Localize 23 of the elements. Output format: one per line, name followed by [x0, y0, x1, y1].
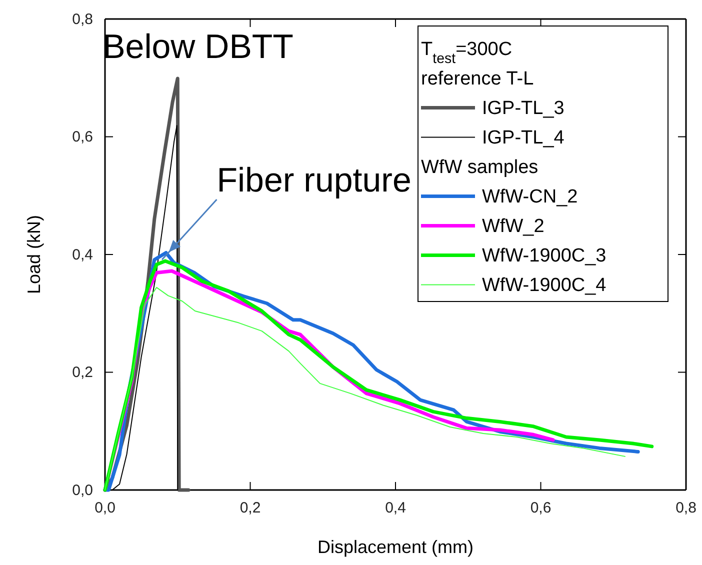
x-tick-label: 0,0: [94, 500, 116, 517]
y-tick-label: 0,6: [72, 128, 93, 146]
legend-label: WfW-CN_2: [482, 186, 578, 208]
x-tick-label: 0,4: [385, 500, 406, 517]
annotation: WfW samples: [421, 156, 538, 178]
legend-label: WfW_2: [482, 216, 544, 237]
annotation: reference T-L: [421, 68, 534, 90]
annotation: Fiber rupture: [216, 162, 412, 200]
x-axis-title: Displacement (mm): [317, 537, 474, 557]
y-tick-label: 0,4: [72, 246, 93, 264]
legend-label: WfW-1900C_3: [482, 245, 606, 266]
x-tick-label: 0,8: [676, 500, 696, 517]
annotation: Below DBTT: [102, 28, 294, 66]
legend-label: IGP-TL_3: [482, 98, 564, 119]
y-tick-label: 0,0: [72, 482, 93, 499]
legend-title: T$_{test}$=300C: [421, 38, 512, 67]
x-tick-label: 0,6: [530, 500, 552, 517]
y-tick-label: 0,2: [72, 364, 93, 382]
legend-label: WfW-1900C_4: [482, 274, 607, 296]
x-tick-label: 0,2: [240, 500, 261, 517]
legend-label: IGP-TL_4: [482, 127, 565, 148]
y-axis-title: Load (kN): [24, 214, 44, 294]
y-tick-label: 0,8: [72, 10, 93, 28]
